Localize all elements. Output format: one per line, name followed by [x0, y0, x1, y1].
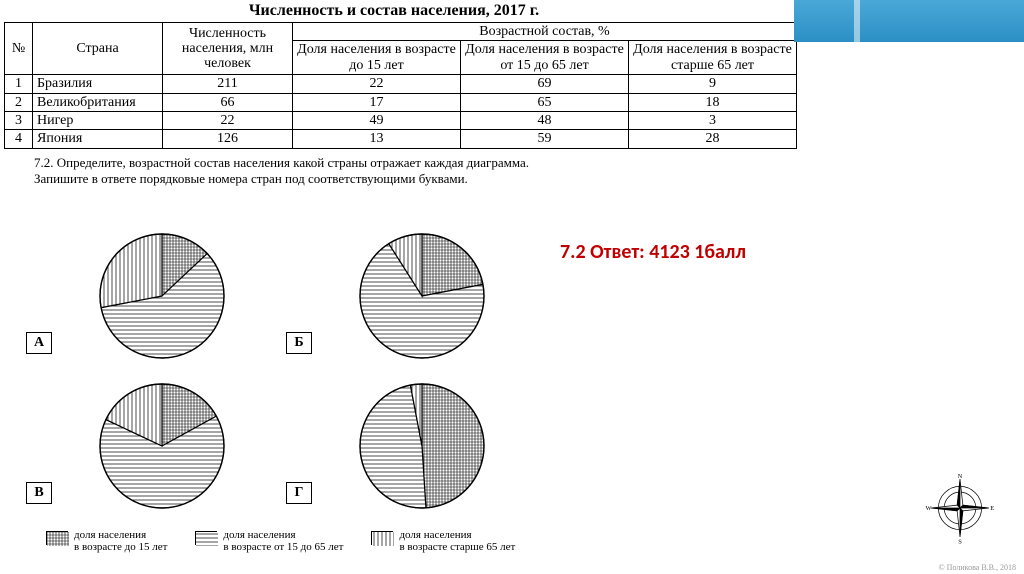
cell-u15: 49: [293, 111, 461, 129]
pie-label-Б: Б: [286, 332, 312, 354]
slide-decoration: [794, 0, 1024, 42]
col-u15: Доля населения в возрасте до 15 лет: [293, 41, 461, 75]
pie-chart-В: [98, 382, 226, 510]
swatch-mid: [195, 531, 217, 545]
legend-item-o65: доля населенияв возрасте старше 65 лет: [371, 530, 515, 553]
cell-n: 4: [5, 130, 33, 148]
col-pop: Численность населения, млн человек: [163, 23, 293, 75]
svg-text:N: N: [958, 473, 963, 480]
cell-n: 1: [5, 75, 33, 93]
cell-o65: 18: [629, 93, 797, 111]
cell-country: Япония: [33, 130, 163, 148]
svg-text:E: E: [990, 505, 994, 512]
cell-u15: 17: [293, 93, 461, 111]
pie-chart-А: [98, 232, 226, 360]
col-o65: Доля населения в возрасте старше 65 лет: [629, 41, 797, 75]
population-table: № Страна Численность населения, млн чело…: [4, 22, 797, 149]
cell-mid: 69: [461, 75, 629, 93]
cell-country: Нигер: [33, 111, 163, 129]
compass-icon: N S W E: [924, 472, 996, 544]
legend-label-mid: доля населенияв возрасте от 15 до 65 лет: [223, 530, 343, 553]
cell-mid: 48: [461, 111, 629, 129]
legend: доля населенияв возрасте до 15 лет доля …: [46, 530, 806, 553]
swatch-u15: [46, 531, 68, 545]
cell-n: 2: [5, 93, 33, 111]
cell-u15: 13: [293, 130, 461, 148]
table-row: 3Нигер2249483: [5, 111, 797, 129]
cell-o65: 3: [629, 111, 797, 129]
cell-u15: 22: [293, 75, 461, 93]
table-row: 2Великобритания66176518: [5, 93, 797, 111]
legend-label-o65: доля населенияв возрасте старше 65 лет: [399, 530, 515, 553]
pie-chart-Г: [358, 382, 486, 510]
svg-text:S: S: [958, 538, 962, 544]
task-text: 7.2. Определите, возрастной состав насел…: [34, 155, 794, 188]
legend-item-u15: доля населенияв возрасте до 15 лет: [46, 530, 167, 553]
answer-text: 7.2 Ответ: 4123 1балл: [560, 240, 746, 264]
cell-pop: 211: [163, 75, 293, 93]
col-age-group: Возрастной состав, %: [293, 23, 797, 41]
cell-o65: 9: [629, 75, 797, 93]
task-line1: 7.2. Определите, возрастной состав насел…: [34, 155, 529, 170]
cell-pop: 66: [163, 93, 293, 111]
cell-country: Великобритания: [33, 93, 163, 111]
col-country: Страна: [33, 23, 163, 75]
cell-o65: 28: [629, 130, 797, 148]
cell-mid: 65: [461, 93, 629, 111]
cell-mid: 59: [461, 130, 629, 148]
credit-text: © Поликова В.В., 2018: [939, 563, 1016, 572]
cell-pop: 22: [163, 111, 293, 129]
swatch-o65: [371, 531, 393, 545]
legend-item-mid: доля населенияв возрасте от 15 до 65 лет: [195, 530, 343, 553]
pie-chart-Б: [358, 232, 486, 360]
cell-country: Бразилия: [33, 75, 163, 93]
table-title: Численность и состав населения, 2017 г.: [194, 0, 594, 22]
table-row: 4Япония126135928: [5, 130, 797, 148]
cell-n: 3: [5, 111, 33, 129]
col-mid: Доля населения в возрасте от 15 до 65 ле…: [461, 41, 629, 75]
task-line2: Запишите в ответе порядковые номера стра…: [34, 171, 468, 186]
cell-pop: 126: [163, 130, 293, 148]
svg-text:W: W: [925, 505, 932, 512]
pie-label-А: А: [26, 332, 52, 354]
pie-label-Г: Г: [286, 482, 312, 504]
col-num: №: [5, 23, 33, 75]
legend-label-u15: доля населенияв возрасте до 15 лет: [74, 530, 167, 553]
pie-label-В: В: [26, 482, 52, 504]
table-row: 1Бразилия21122699: [5, 75, 797, 93]
